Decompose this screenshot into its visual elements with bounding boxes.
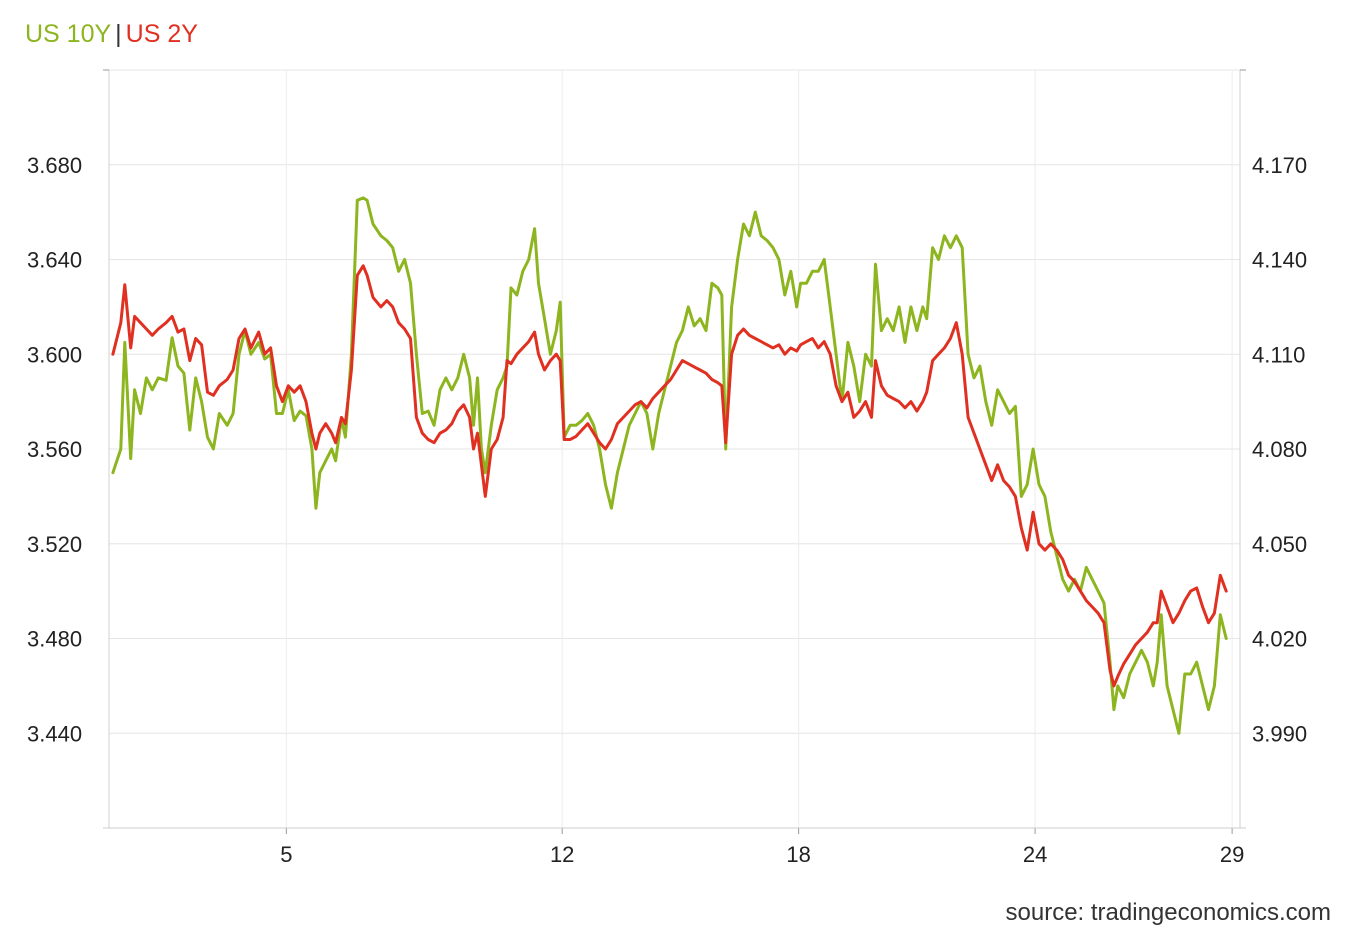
y-right-tick-label: 4.020 [1252,627,1307,652]
y-right-tick-label: 4.050 [1252,532,1307,557]
series-line-us2y [111,264,1228,688]
x-tick-label: 12 [550,842,574,867]
legend-us2y: US 2Y [125,20,198,48]
y-left-tick-label: 3.600 [27,342,82,367]
legend-us10y: US 10Y [25,20,112,48]
source-credit: source: tradingeconomics.com [1005,899,1331,926]
series-line-us10y [111,196,1228,735]
x-tick-label: 5 [280,842,292,867]
y-left-tick-label: 3.680 [27,153,82,178]
chart-legend: US 10Y | US 2Y [25,20,198,49]
y-right-tick-label: 4.080 [1252,437,1307,462]
y-left-tick-label: 3.640 [27,248,82,273]
y-right-tick-label: 4.110 [1252,342,1305,367]
x-tick-label: 24 [1023,842,1047,867]
y-right-tick-label: 4.170 [1252,153,1307,178]
y-right-tick-label: 3.990 [1252,721,1307,746]
y-left-tick-label: 3.520 [27,532,82,557]
y-left-tick-label: 3.480 [27,627,82,652]
y-right-tick-label: 4.140 [1252,248,1307,273]
legend-separator: | [115,20,122,48]
x-tick-label: 18 [786,842,810,867]
x-tick-label: 29 [1220,842,1244,867]
y-left-tick-label: 3.440 [27,721,82,746]
y-left-tick-label: 3.560 [27,437,82,462]
